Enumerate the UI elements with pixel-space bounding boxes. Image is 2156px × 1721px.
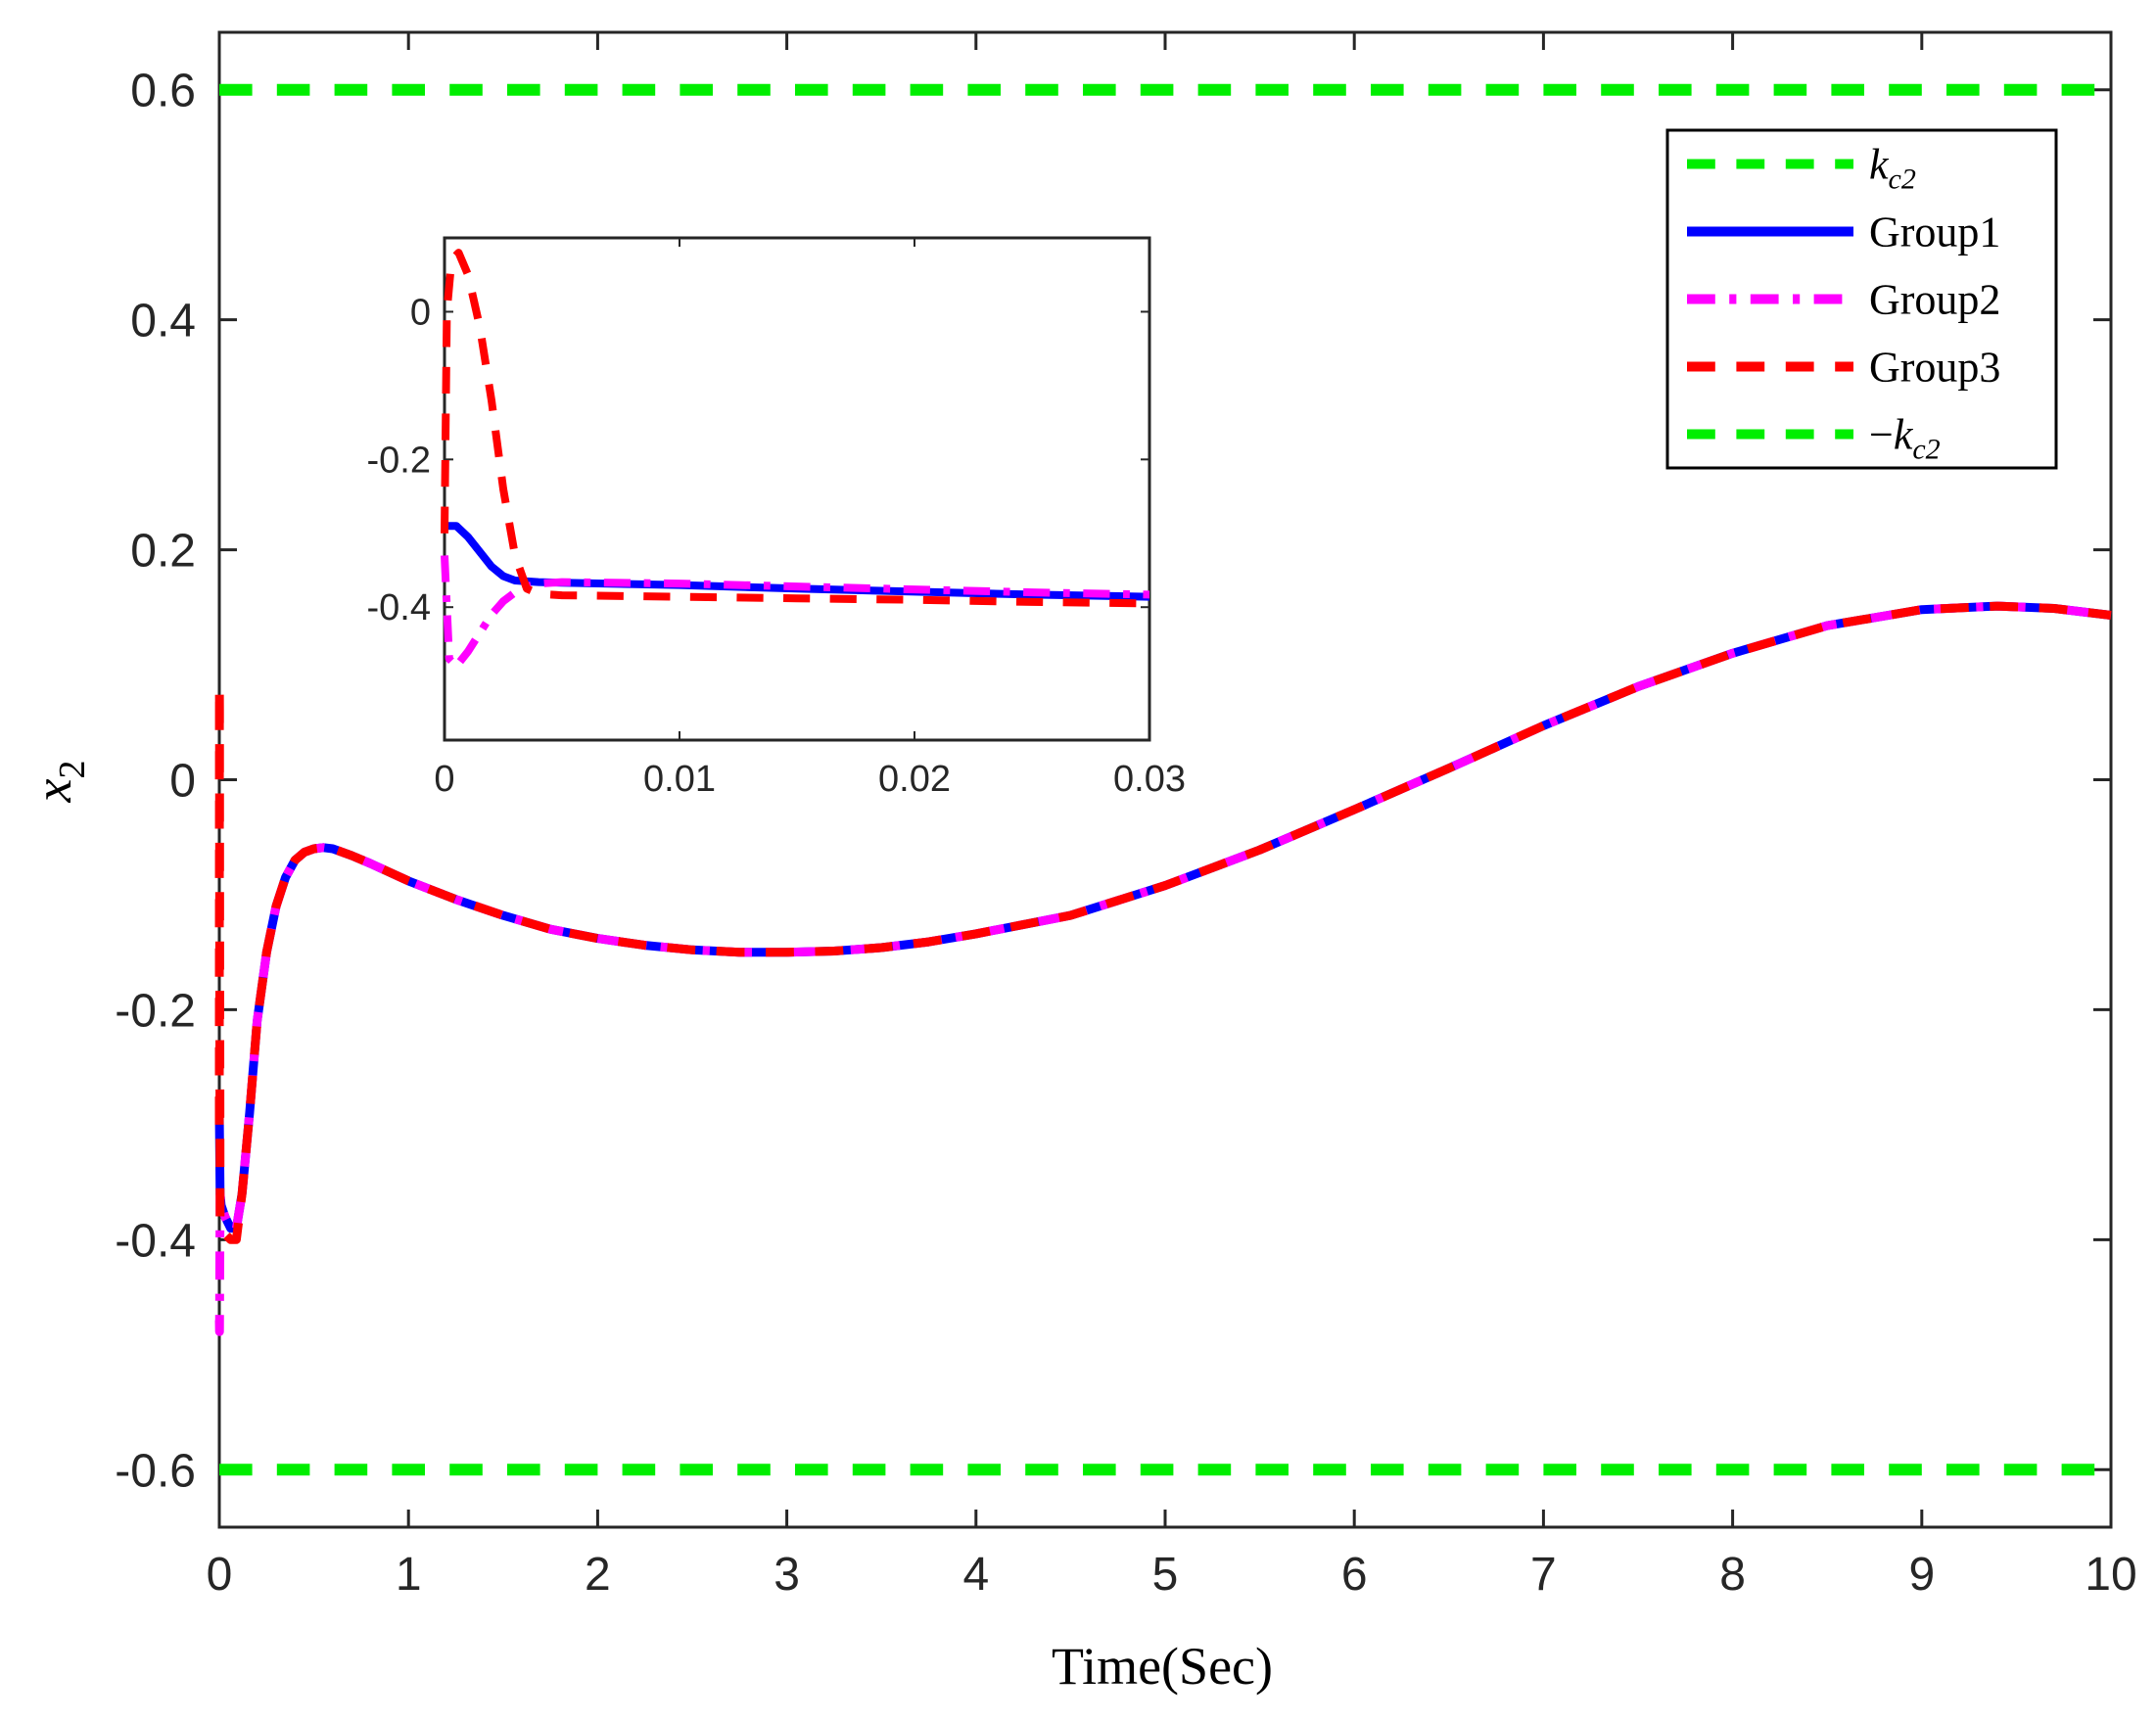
legend-label-3: Group2	[1869, 276, 2000, 324]
legend-label-4: Group3	[1869, 344, 2000, 392]
x-tick-label: 4	[962, 1549, 989, 1601]
x-tick-label: 0	[207, 1549, 233, 1601]
legend-label-5: −kc2	[1869, 411, 1941, 466]
inset-x-tick-label: 0.03	[1113, 759, 1186, 800]
x-axis-label: Time(Sec)	[1052, 1637, 1273, 1696]
inset-x-tick-labels: 0 0.01 0.02 0.03	[434, 759, 1186, 800]
inset-y-tick-labels: 0 -0.2 -0.4	[367, 292, 431, 628]
series-line-group3	[214, 601, 2112, 1244]
x-tick-label: 9	[1908, 1549, 1935, 1601]
inset-series-line-group2	[441, 555, 1150, 671]
y-tick-label: -0.4	[115, 1215, 196, 1267]
y-tick-label: 0	[169, 756, 196, 808]
inset-x-tick-label: 0.01	[643, 759, 716, 800]
inset-y-tick-label: -0.2	[367, 440, 431, 481]
inset-x-tick-label: 0.02	[878, 759, 951, 800]
y-tick-label: -0.6	[115, 1445, 196, 1497]
x-tick-label: 10	[2085, 1549, 2136, 1601]
inset-x-tick-label: 0	[434, 759, 454, 800]
inset-ticks	[444, 238, 1150, 740]
x-tick-label: 5	[1152, 1549, 1179, 1601]
inset-y-tick-label: 0	[410, 292, 431, 333]
y-tick-label: 0.6	[130, 66, 196, 117]
legend-items: kc2 Group1 Group2 Group3 −kc2	[1687, 141, 2000, 466]
legend-label-1: kc2	[1869, 141, 1916, 196]
x-tick-label: 6	[1341, 1549, 1368, 1601]
legend: kc2 Group1 Group2 Group3 −kc2	[1665, 128, 2058, 470]
x-tick-label: 8	[1719, 1549, 1746, 1601]
x-tick-label: 2	[585, 1549, 611, 1601]
main-ticks	[217, 32, 2113, 1527]
y-tick-label: 0.4	[130, 296, 196, 348]
main-bound-lines	[219, 83, 2111, 1476]
x-tick-label: 1	[396, 1549, 422, 1601]
x-tick-label: 3	[773, 1549, 800, 1601]
inset-y-tick-label: -0.4	[367, 587, 431, 628]
main-series	[214, 601, 2112, 1336]
legend-label-2: Group1	[1869, 209, 2000, 256]
main-x-tick-labels: 0 1 2 3 4 5 6 7 8 9 10	[207, 1549, 2137, 1601]
inset-axes-frame	[443, 236, 1151, 742]
main-y-tick-labels: 0.6 0.4 0.2 0 -0.2 -0.4 -0.6	[115, 66, 196, 1498]
inset-series-line-group3	[441, 249, 1150, 608]
y-tick-label: 0.2	[130, 526, 196, 578]
x-tick-label: 7	[1530, 1549, 1557, 1601]
inset-series	[441, 249, 1150, 671]
y-tick-label: -0.2	[115, 985, 196, 1037]
inset-plot: 0 0.01 0.02 0.03 0 -0.2 -0.4	[367, 236, 1186, 800]
